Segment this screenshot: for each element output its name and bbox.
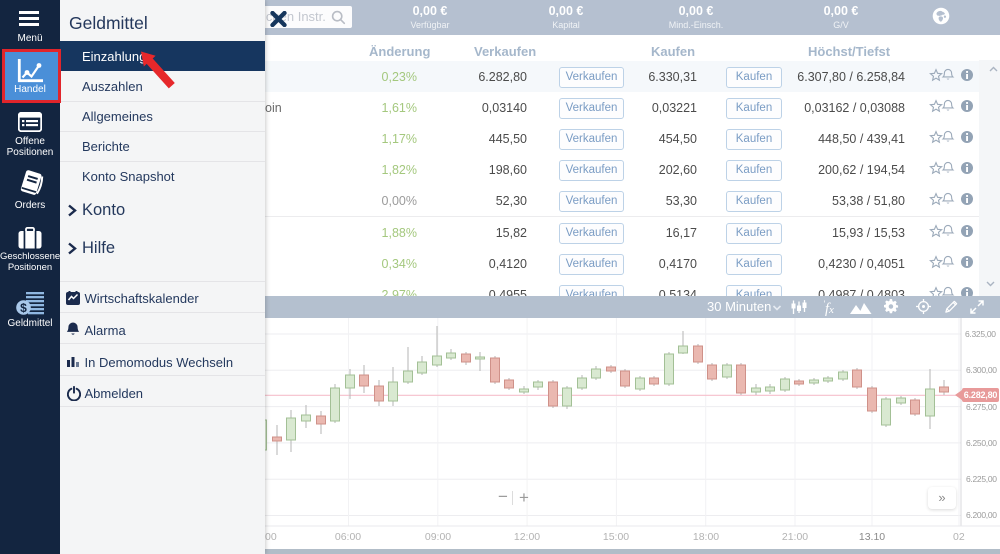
svg-text:$: $ xyxy=(20,301,27,315)
